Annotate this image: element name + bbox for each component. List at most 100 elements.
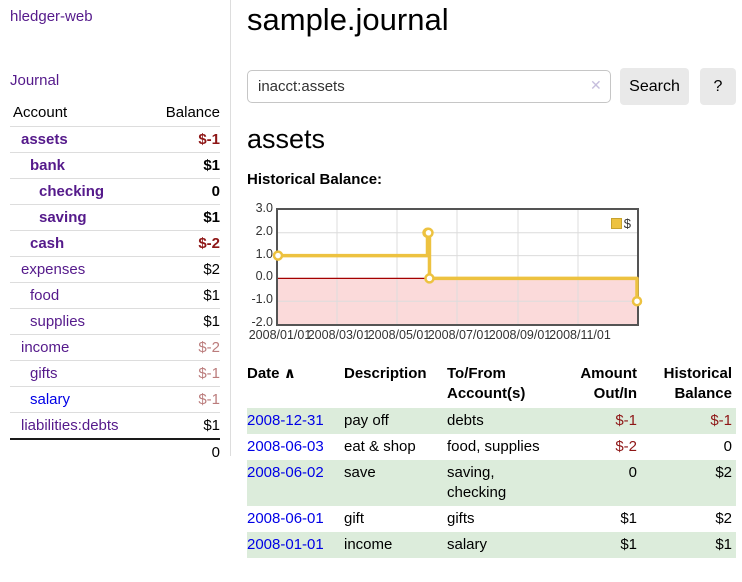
chart-x-axis: 2008/01/01 2008/03/01 2008/05/01 2008/07/01… (249, 328, 637, 343)
transaction-date-link[interactable]: 2008-06-03 (247, 438, 324, 455)
account-balance: $1 (147, 412, 220, 439)
transaction-balance: $-1 (710, 412, 732, 429)
register-row: 2008-01-01 income salary $1 $1 (247, 532, 736, 558)
transaction-amount: $-2 (615, 438, 637, 455)
y-tick-label: 1.0 (255, 246, 273, 261)
account-balance: 0 (147, 178, 220, 205)
account-row: bank $1 (10, 152, 220, 179)
register-row: 2008-12-31 pay off debts $-1 $-1 (247, 408, 736, 434)
register-header-description: Description (344, 365, 427, 382)
help-button[interactable]: ? (700, 68, 736, 105)
account-link[interactable]: food (30, 287, 60, 304)
data-point-marker[interactable] (631, 295, 643, 307)
transaction-date-link[interactable]: 2008-01-01 (247, 536, 324, 553)
register-row: 2008-06-01 gift gifts $1 $2 (247, 506, 736, 532)
legend-label: $ (623, 216, 631, 231)
y-tick-label: 2.0 (255, 223, 273, 238)
accounts-total-row: 0 (10, 438, 220, 465)
accounts-table: Account Balance assets $-1 bank $1 chec (10, 102, 220, 465)
account-balance: $1 (147, 282, 220, 309)
account-row: cash $-2 (10, 230, 220, 257)
account-row: food $1 (10, 282, 220, 309)
account-link[interactable]: liabilities:debts (21, 417, 119, 434)
chart-y-axis: 3.0 2.0 1.0 0.0 -1.0 -2.0 (247, 201, 273, 329)
accounts-header-row: Account Balance (10, 102, 220, 127)
register-header-row: Date ∧ Description To/From Account(s) Am… (247, 362, 736, 408)
account-row: saving $1 (10, 204, 220, 231)
transaction-amount: $1 (620, 510, 637, 527)
transaction-date-link[interactable]: 2008-12-31 (247, 412, 324, 429)
account-row: supplies $1 (10, 308, 220, 335)
accounts-header-account: Account (13, 104, 68, 121)
chart-plot-area[interactable]: $ (272, 208, 643, 326)
account-balance: $1 (147, 204, 220, 231)
clear-search-icon[interactable]: ✕ (590, 77, 602, 93)
transaction-accounts: debts (447, 412, 484, 429)
register-row: 2008-06-02 save saving, checking 0 $2 (247, 460, 736, 506)
account-balance: $1 (147, 152, 220, 179)
account-link[interactable]: gifts (30, 365, 58, 382)
transaction-accounts: saving, checking (447, 464, 507, 501)
register-header-amount: Amount Out/In (580, 365, 637, 402)
sidebar: hledger-web Journal Account Balance asse… (0, 0, 231, 465)
search-form: ✕ Search ? (247, 68, 736, 105)
sidebar-item-journal[interactable]: Journal (10, 72, 60, 89)
account-row: expenses $2 (10, 256, 220, 283)
transaction-description: save (344, 464, 376, 481)
search-input[interactable] (247, 70, 611, 103)
accounts-header-balance: Balance (165, 104, 220, 121)
account-balance: $-2 (147, 334, 220, 361)
account-link[interactable]: salary (30, 391, 71, 408)
y-tick-label: 3.0 (255, 201, 273, 215)
account-link[interactable]: bank (30, 157, 66, 174)
account-link[interactable]: supplies (30, 313, 86, 330)
account-balance: $-1 (147, 360, 220, 387)
transaction-accounts: salary (447, 536, 488, 553)
account-row: liabilities:debts $1 (10, 412, 220, 439)
account-balance: $1 (147, 308, 220, 335)
account-balance: $2 (147, 256, 220, 283)
account-link[interactable]: income (21, 339, 70, 356)
account-row: assets $-1 (10, 126, 220, 153)
register-header-balance: Historical Balance (663, 365, 732, 402)
main-content: sample.journal ✕ Search ? assets Histori… (247, 0, 736, 582)
account-link[interactable]: checking (39, 183, 105, 200)
account-balance: $-1 (147, 386, 220, 413)
account-balance: $-2 (147, 230, 220, 257)
data-point-marker[interactable] (272, 250, 284, 261)
chart-section-label: Historical Balance: (247, 171, 383, 188)
data-point-marker[interactable] (424, 273, 435, 284)
page-title: sample.journal (247, 2, 449, 37)
account-row: gifts $-1 (10, 360, 220, 387)
transaction-amount: 0 (628, 464, 637, 481)
transaction-balance: $2 (715, 464, 732, 481)
transaction-description: income (344, 536, 393, 553)
transaction-amount: $-1 (615, 412, 637, 429)
transaction-description: gift (344, 510, 365, 527)
transaction-balance: $2 (715, 510, 732, 527)
search-button[interactable]: Search (620, 68, 689, 105)
account-link[interactable]: cash (30, 235, 65, 252)
app-brand-link[interactable]: hledger-web (10, 8, 93, 25)
legend-swatch-icon (610, 218, 622, 229)
sort-ascending-icon: ∧ (283, 365, 296, 382)
transaction-balance: $1 (715, 536, 732, 553)
chart-legend: $ (608, 215, 633, 232)
account-link[interactable]: saving (39, 209, 87, 226)
register-row: 2008-06-03 eat & shop food, supplies $-2… (247, 434, 736, 460)
account-link[interactable]: expenses (21, 261, 86, 278)
account-row: salary $-1 (10, 386, 220, 413)
data-point-marker[interactable] (423, 227, 434, 239)
y-tick-label: 0.0 (255, 269, 273, 284)
x-tick-label: 2008/05/01 (367, 328, 431, 342)
transaction-date-link[interactable]: 2008-06-01 (247, 510, 324, 527)
account-link[interactable]: assets (21, 131, 68, 148)
account-row: checking 0 (10, 178, 220, 205)
transaction-description: eat & shop (344, 438, 416, 455)
account-balance: $-1 (147, 126, 220, 153)
x-tick-label: 2008/07/01 (427, 328, 491, 342)
x-tick-label: 2008/09/01 (488, 328, 552, 342)
transaction-date-link[interactable]: 2008-06-02 (247, 464, 324, 481)
historical-balance-chart: 3.0 2.0 1.0 0.0 -1.0 -2.0 $ 2008/01/01 2008/03… (247, 201, 643, 346)
register-header-date[interactable]: Date ∧ (247, 365, 296, 382)
